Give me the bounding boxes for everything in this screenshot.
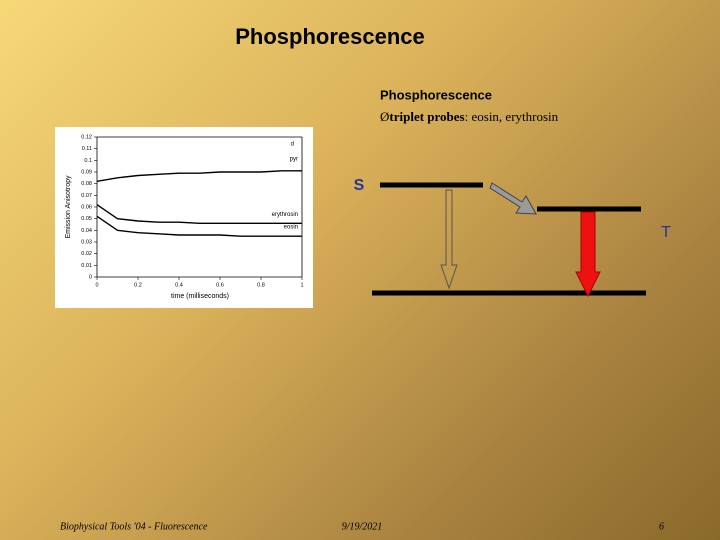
x-tick-label: 0 [95,282,98,288]
data-line [96,215,302,237]
y-tick-label: 0.01 [81,263,92,269]
annotation: d [291,142,294,148]
footer-left: Biophysical Tools '04 - Fluorescence [60,521,208,532]
bullet: Øtriplet probes: eosin, erythrosin [380,109,559,124]
energy-diagram: S T [354,177,671,298]
y-tick-label: 0.08 [81,181,92,187]
y-tick-label: 0.07 [81,193,92,199]
y-tick-label: 0.06 [81,204,92,210]
fluorescence-arrow [440,189,458,290]
x-tick-label: 1 [300,282,303,288]
bullet-term: triplet probes [389,109,464,124]
x-axis-label: time (milliseconds) [171,293,229,300]
isc-arrow [489,182,537,215]
y-tick-label: 0.03 [81,239,92,245]
x-tick-label: 0.2 [134,282,142,288]
series-label: pyr [290,156,298,162]
series-label: eosin [284,225,298,231]
y-tick-label: 0.1 [84,158,92,164]
heading: Phosphorescence [380,87,492,102]
footer-page: 6 [659,521,664,532]
y-tick-label: 0.11 [82,146,92,152]
y-tick-label: 0.02 [81,251,92,257]
y-tick-label: 0.05 [81,216,92,222]
phosphorescence-arrow [575,211,601,298]
x-tick-label: 0.4 [175,282,183,288]
y-axis-label: Emission Anisotropy [65,175,72,239]
y-tick-label: 0 [89,274,92,280]
data-line [96,204,302,225]
y-tick-label: 0.12 [81,134,92,140]
x-tick-label: 0.6 [216,282,224,288]
singlet-label: S [354,177,365,194]
series-label: erythrosin [272,212,298,218]
bullet-marker: Ø [380,109,389,124]
slide-title: Phosphorescence [235,24,425,49]
data-line [96,170,302,183]
y-tick-label: 0.04 [81,228,92,234]
chart: d time (milliseconds) Emission Anisotrop… [55,127,313,308]
x-tick-label: 0.8 [257,282,265,288]
y-tick-label: 0.09 [81,169,92,175]
bullet-text: : eosin, erythrosin [465,109,559,124]
footer-date: 9/19/2021 [342,521,383,532]
triplet-label: T [661,224,671,241]
